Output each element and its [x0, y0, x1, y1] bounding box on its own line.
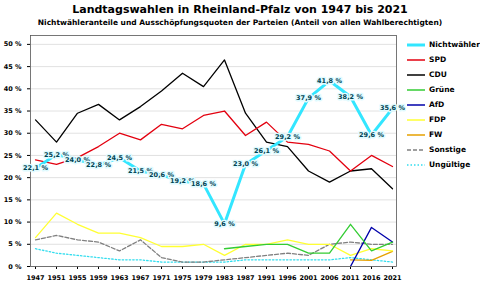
svg-text:1967: 1967 [131, 274, 149, 282]
html-text:SPD: SPD [429, 55, 447, 64]
svg-text:23,0 %: 23,0 % [233, 160, 258, 168]
svg-text:1996: 1996 [278, 274, 297, 282]
svg-text:1959: 1959 [89, 274, 108, 282]
svg-text:26,1 %: 26,1 % [254, 147, 279, 155]
svg-text:1987: 1987 [236, 274, 254, 282]
html-text:Landtagswahlen in Rheinland-Pf: Landtagswahlen in Rheinland-Pfalz von 19… [72, 3, 408, 16]
svg-text:1963: 1963 [110, 274, 128, 282]
html-text:Ungültige: Ungültige [429, 160, 471, 169]
svg-text:10 %: 10 % [4, 218, 22, 226]
svg-text:2006: 2006 [320, 274, 339, 282]
svg-text:1955: 1955 [68, 274, 87, 282]
svg-text:5 %: 5 % [8, 240, 22, 248]
svg-text:21,5 %: 21,5 % [128, 167, 153, 176]
svg-text:22,8 %: 22,8 % [86, 161, 111, 169]
html-text:Nichtwähleranteile und Ausschö: Nichtwähleranteile und Ausschöpfungsquot… [37, 18, 443, 27]
svg-text:40 %: 40 % [4, 85, 22, 93]
svg-text:2016: 2016 [362, 274, 381, 282]
svg-text:20,6 %: 20,6 % [149, 171, 174, 180]
svg-text:45 %: 45 % [4, 63, 22, 71]
svg-text:2001: 2001 [299, 274, 318, 282]
html-text:FW: FW [429, 130, 443, 139]
svg-text:2021: 2021 [383, 274, 402, 282]
html-text:AfD: AfD [429, 100, 445, 109]
svg-text:35 %: 35 % [4, 107, 22, 115]
html-text:CDU: CDU [429, 70, 447, 79]
svg-text:25,2 %: 25,2 % [44, 150, 69, 159]
svg-text:50 %: 50 % [4, 40, 22, 48]
svg-text:19,2 %: 19,2 % [170, 177, 195, 186]
svg-text:0 %: 0 % [8, 263, 22, 271]
svg-text:24,5 %: 24,5 % [107, 154, 132, 162]
svg-text:29,2 %: 29,2 % [275, 133, 300, 141]
svg-text:1983: 1983 [215, 274, 233, 282]
svg-text:1991: 1991 [257, 274, 276, 282]
svg-text:1975: 1975 [173, 274, 192, 282]
svg-text:37,9 %: 37,9 % [296, 94, 321, 102]
svg-text:20 %: 20 % [4, 174, 22, 182]
svg-text:29,6 %: 29,6 % [359, 131, 384, 139]
svg-text:25 %: 25 % [4, 152, 22, 160]
svg-text:24,0 %: 24,0 % [65, 156, 90, 164]
svg-text:1979: 1979 [194, 274, 213, 282]
html-text:FDP: FDP [429, 115, 446, 124]
svg-text:22,1 %: 22,1 % [23, 164, 48, 172]
svg-text:38,2 %: 38,2 % [338, 93, 363, 101]
svg-text:1947: 1947 [26, 274, 44, 282]
svg-text:18,6 %: 18,6 % [191, 180, 216, 188]
html-text:Sonstige: Sonstige [429, 145, 466, 154]
svg-text:1951: 1951 [47, 274, 66, 282]
svg-text:9,6 %: 9,6 % [214, 220, 235, 228]
html-text:Nichtwähler: Nichtwähler [429, 40, 480, 49]
svg-text:2011: 2011 [341, 274, 360, 282]
svg-text:15 %: 15 % [4, 196, 22, 204]
svg-text:41,8 %: 41,8 % [317, 77, 342, 85]
svg-text:1971: 1971 [152, 274, 171, 282]
svg-text:35,6 %: 35,6 % [380, 104, 405, 112]
html-text:Grüne: Grüne [429, 85, 455, 94]
svg-text:30 %: 30 % [4, 129, 22, 137]
